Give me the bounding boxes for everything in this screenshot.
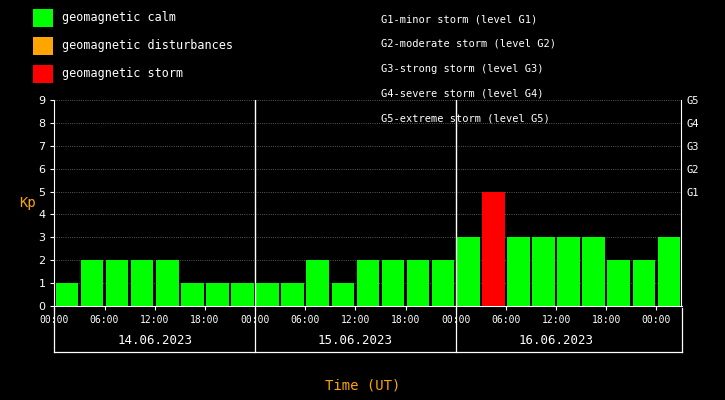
Text: G2-moderate storm (level G2): G2-moderate storm (level G2) bbox=[381, 39, 555, 49]
Bar bbox=[56, 283, 78, 306]
Bar bbox=[507, 237, 530, 306]
Bar bbox=[357, 260, 379, 306]
Text: G3-strong storm (level G3): G3-strong storm (level G3) bbox=[381, 64, 543, 74]
Bar bbox=[307, 260, 329, 306]
Bar bbox=[206, 283, 228, 306]
Text: geomagnetic storm: geomagnetic storm bbox=[62, 68, 183, 80]
Bar bbox=[80, 260, 103, 306]
Bar bbox=[281, 283, 304, 306]
Text: geomagnetic disturbances: geomagnetic disturbances bbox=[62, 40, 233, 52]
Bar bbox=[432, 260, 455, 306]
Bar bbox=[482, 192, 505, 306]
Bar bbox=[658, 237, 680, 306]
Bar bbox=[558, 237, 580, 306]
Bar bbox=[231, 283, 254, 306]
Bar bbox=[532, 237, 555, 306]
Bar bbox=[582, 237, 605, 306]
Bar bbox=[181, 283, 204, 306]
Bar bbox=[131, 260, 154, 306]
Text: G5-extreme storm (level G5): G5-extreme storm (level G5) bbox=[381, 113, 550, 123]
Bar bbox=[257, 283, 279, 306]
Y-axis label: Kp: Kp bbox=[19, 196, 36, 210]
Text: G4-severe storm (level G4): G4-severe storm (level G4) bbox=[381, 88, 543, 98]
Bar bbox=[457, 237, 479, 306]
Text: 15.06.2023: 15.06.2023 bbox=[318, 334, 393, 346]
Bar bbox=[608, 260, 630, 306]
Bar bbox=[106, 260, 128, 306]
Bar bbox=[331, 283, 354, 306]
Bar bbox=[156, 260, 178, 306]
Text: 14.06.2023: 14.06.2023 bbox=[117, 334, 192, 346]
Bar bbox=[407, 260, 429, 306]
Text: G1-minor storm (level G1): G1-minor storm (level G1) bbox=[381, 14, 537, 24]
Bar bbox=[633, 260, 655, 306]
Bar bbox=[382, 260, 405, 306]
Text: 16.06.2023: 16.06.2023 bbox=[518, 334, 594, 346]
Text: Time (UT): Time (UT) bbox=[325, 379, 400, 393]
Text: geomagnetic calm: geomagnetic calm bbox=[62, 12, 175, 24]
